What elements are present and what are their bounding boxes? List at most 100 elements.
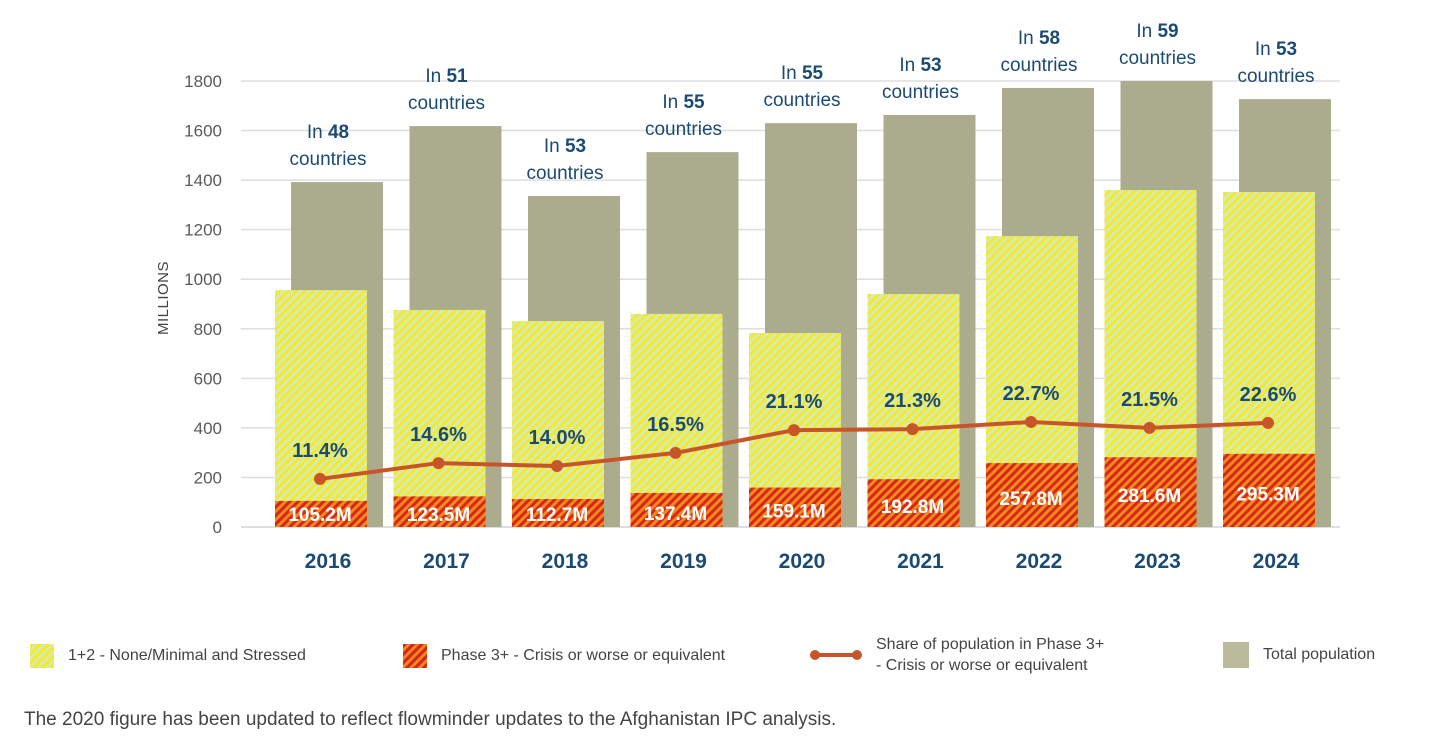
chart: 0 200 400 600 800 1000 1200 1400 1600 1800 MILLIO… xyxy=(155,21,1340,573)
y-tick-label: 1800 xyxy=(184,72,222,91)
bar-stressed xyxy=(986,236,1078,464)
y-tick-label: 1400 xyxy=(184,171,222,190)
legend-swatch-phase3 xyxy=(403,644,427,668)
phase3-value-label: 281.6M xyxy=(1118,486,1181,507)
share-value-label: 16.5% xyxy=(647,414,704,436)
x-tick-label: 2017 xyxy=(423,550,470,573)
phase3-value-label: 295.3M xyxy=(1236,484,1299,505)
bar-phase3 xyxy=(867,479,960,527)
phase3-value-label: 192.8M xyxy=(881,497,944,518)
bar-stressed xyxy=(749,332,841,488)
legend-item-total: Total population xyxy=(1223,642,1375,668)
bar-phase3 xyxy=(630,492,723,527)
share-value-label: 22.6% xyxy=(1240,384,1297,406)
share-line-point xyxy=(1262,416,1274,429)
bar-phase3 xyxy=(1223,453,1315,527)
country-count-label: In 53 xyxy=(544,136,586,157)
legend-swatch-total xyxy=(1223,642,1249,668)
bar-stressed xyxy=(1223,192,1315,454)
legend-label-phase3: Phase 3+ - Crisis or worse or equivalent xyxy=(441,647,726,664)
share-line xyxy=(314,415,1274,485)
share-line-point xyxy=(669,446,682,459)
country-suffix-label: countries xyxy=(1119,48,1196,69)
x-axis-ticks: 2016 2017 2018 2019 2020 2021 2022 2023 2024 xyxy=(305,550,1300,573)
y-axis-label: MILLIONS xyxy=(155,261,172,335)
country-count-label: In 55 xyxy=(662,92,705,113)
country-suffix-label: countries xyxy=(526,163,603,184)
footnote: The 2020 figure has been updated to refl… xyxy=(24,709,837,730)
bar-stressed xyxy=(275,290,367,501)
x-tick-label: 2024 xyxy=(1253,550,1300,573)
country-suffix-label: countries xyxy=(763,90,840,111)
bar-phase3 xyxy=(1104,457,1197,527)
legend-item-share: Share of population in Phase 3+ - Crisis… xyxy=(810,634,1104,676)
phase3-value-label: 257.8M xyxy=(999,489,1062,510)
country-count-label: In 51 xyxy=(425,66,468,87)
legend-swatch-stressed xyxy=(30,644,54,668)
bar-stressed xyxy=(867,294,960,480)
phase3-value-label: 159.1M xyxy=(762,501,825,522)
country-suffix-label: countries xyxy=(1237,66,1314,87)
country-suffix-label: countries xyxy=(289,149,366,170)
share-value-label: 14.0% xyxy=(529,427,586,449)
y-tick-label: 200 xyxy=(194,468,222,487)
y-tick-label: 600 xyxy=(194,369,222,388)
x-tick-label: 2018 xyxy=(542,550,589,573)
bar-phase3 xyxy=(986,463,1078,527)
legend-label-total: Total population xyxy=(1263,646,1376,663)
share-line-point xyxy=(1143,421,1156,434)
legend-label-share-2: - Crisis or worse or equivalent xyxy=(876,657,1088,674)
bar-phase3 xyxy=(512,499,604,527)
country-suffix-label: countries xyxy=(408,93,485,114)
x-tick-label: 2022 xyxy=(1016,550,1063,573)
legend-label-share-1: Share of population in Phase 3+ xyxy=(876,636,1105,653)
y-axis-ticks: 0 200 400 600 800 1000 1200 1400 1600 1800 xyxy=(184,72,222,537)
x-tick-label: 2020 xyxy=(779,550,826,573)
phase3-value-label: 105.2M xyxy=(288,505,351,526)
country-count-label: In 53 xyxy=(1255,39,1297,60)
share-value-label: 22.7% xyxy=(1003,383,1060,405)
x-tick-label: 2016 xyxy=(305,550,352,573)
phase3-value-label: 137.4M xyxy=(644,504,707,525)
legend: 1+2 - None/Minimal and Stressed Phase 3+… xyxy=(0,634,1430,684)
bar-phase3 xyxy=(393,496,486,527)
country-suffix-label: countries xyxy=(645,119,722,140)
share-value-label: 21.5% xyxy=(1121,389,1178,411)
phase3-value-label: 123.5M xyxy=(407,505,470,526)
country-suffix-label: countries xyxy=(882,82,959,103)
bar-stressed xyxy=(512,321,604,500)
phase3-value-label: 112.7M xyxy=(526,505,588,526)
share-value-label: 21.1% xyxy=(766,391,823,413)
country-count-label: In 53 xyxy=(899,55,941,76)
x-tick-label: 2021 xyxy=(897,550,944,573)
share-value-label: 14.6% xyxy=(410,424,467,446)
x-tick-label: 2023 xyxy=(1134,550,1181,573)
y-tick-label: 1000 xyxy=(184,270,222,289)
bar-stressed xyxy=(1104,190,1197,458)
share-line-point xyxy=(788,424,800,437)
country-suffix-label: countries xyxy=(1000,55,1077,76)
country-count-label: In 59 xyxy=(1136,21,1178,42)
share-value-label: 21.3% xyxy=(884,390,941,412)
legend-label-stressed: 1+2 - None/Minimal and Stressed xyxy=(68,647,306,664)
x-tick-label: 2019 xyxy=(660,550,707,573)
bar-phase3 xyxy=(749,487,841,527)
y-tick-label: 0 xyxy=(213,518,222,537)
share-line-point xyxy=(551,460,563,473)
data-labels: 105.2M 11.4% In 48 countries 123.5M 14.6% In 5… xyxy=(288,21,1314,526)
y-tick-label: 1600 xyxy=(184,122,222,141)
legend-item-phase3: Phase 3+ - Crisis or worse or equivalent xyxy=(403,644,725,668)
share-line-point xyxy=(1025,415,1037,428)
country-count-label: In 58 xyxy=(1018,28,1060,49)
legend-line-icon xyxy=(810,648,862,662)
y-tick-label: 400 xyxy=(194,419,222,438)
share-line-point xyxy=(906,423,919,436)
country-count-label: In 55 xyxy=(781,63,824,84)
share-value-label: 11.4% xyxy=(292,440,348,462)
share-line-point xyxy=(314,472,326,485)
bar-phase3 xyxy=(275,500,367,527)
share-line-point xyxy=(432,457,445,470)
y-tick-label: 800 xyxy=(194,320,222,339)
bar-stressed xyxy=(630,313,723,493)
country-count-label: In 48 xyxy=(307,122,349,143)
